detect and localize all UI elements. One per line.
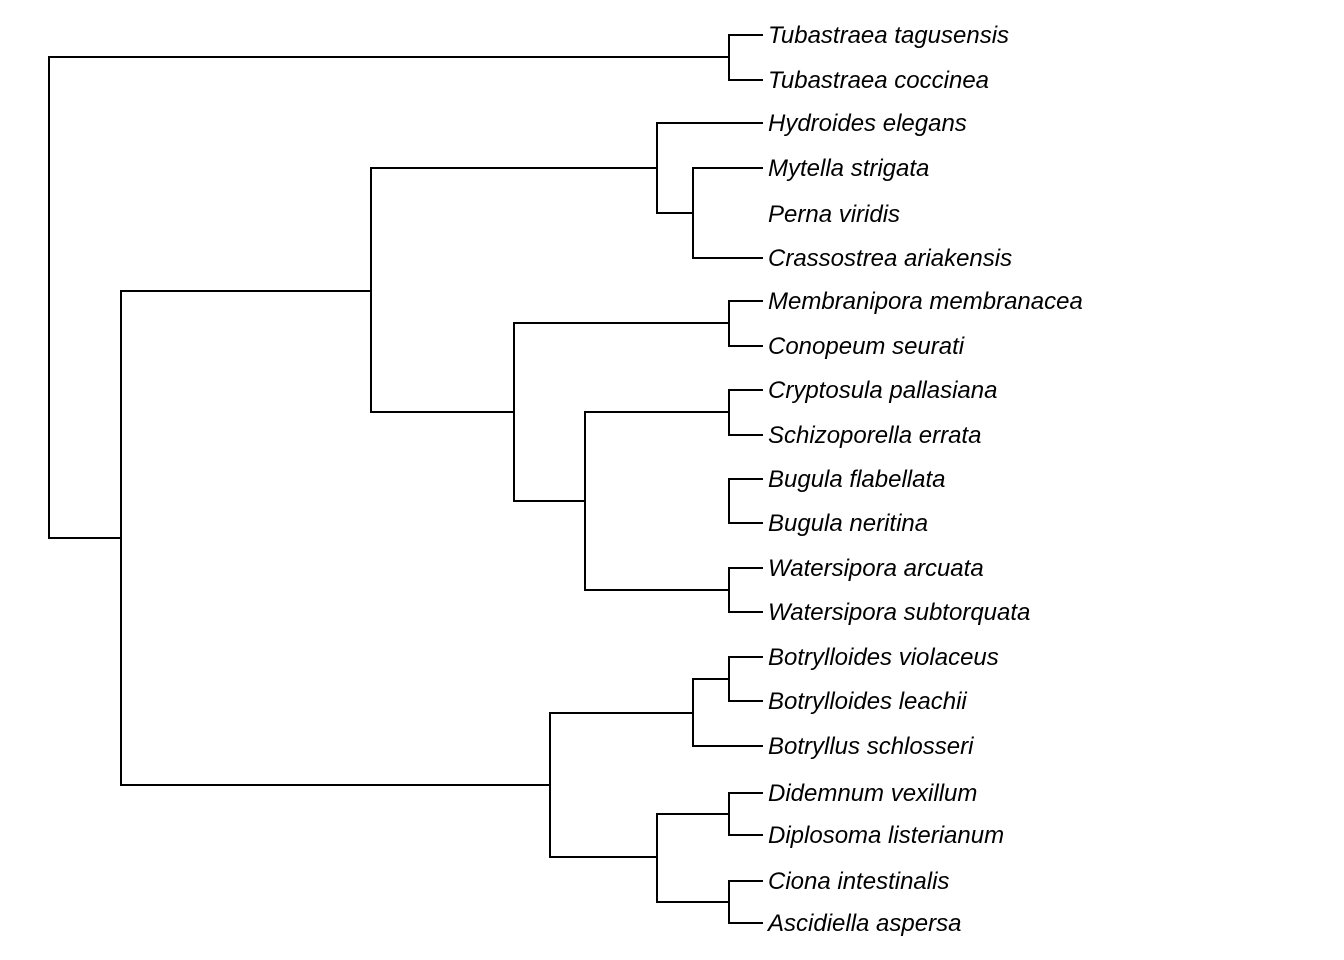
tip-label-bugula-neritina: Bugula neritina [768,510,928,537]
tip-label-watersipora-subtorquata: Watersipora subtorquata [768,599,1030,626]
tip-labels: Tubastraea tagusensis Tubastraea coccine… [766,22,1083,937]
tip-label-botrylloides-leachii: Botrylloides leachii [768,688,967,715]
tip-label-mytella-strigata: Mytella strigata [768,155,929,182]
tip-label-ascidiella-aspersa: Ascidiella aspersa [766,910,961,937]
tip-label-conopeum-seurati: Conopeum seurati [768,333,965,360]
tip-label-crassostrea-ariakensis: Crassostrea ariakensis [768,245,1012,272]
tip-label-didemnum-vexillum: Didemnum vexillum [768,780,977,807]
tip-label-perna-viridis: Perna viridis [768,201,900,228]
tip-label-diplosoma-listerianum: Diplosoma listerianum [768,822,1004,849]
tip-label-schizoporella-errata: Schizoporella errata [768,422,981,449]
tip-label-botrylloides-violaceus: Botrylloides violaceus [768,644,999,671]
tip-label-tubastraea-tagusensis: Tubastraea tagusensis [768,22,1009,49]
tip-label-tubastraea-coccinea: Tubastraea coccinea [768,67,989,94]
tree-branches [48,34,763,924]
tip-label-hydroides-elegans: Hydroides elegans [768,110,967,137]
tip-label-cryptosula-pallasiana: Cryptosula pallasiana [768,377,997,404]
tip-label-botryllus-schlosseri: Botryllus schlosseri [768,733,974,760]
tip-label-ciona-intestinalis: Ciona intestinalis [768,868,949,895]
tip-label-bugula-flabellata: Bugula flabellata [768,466,945,493]
tip-label-watersipora-arcuata: Watersipora arcuata [768,555,984,582]
tip-label-membranipora-membranacea: Membranipora membranacea [768,288,1083,315]
